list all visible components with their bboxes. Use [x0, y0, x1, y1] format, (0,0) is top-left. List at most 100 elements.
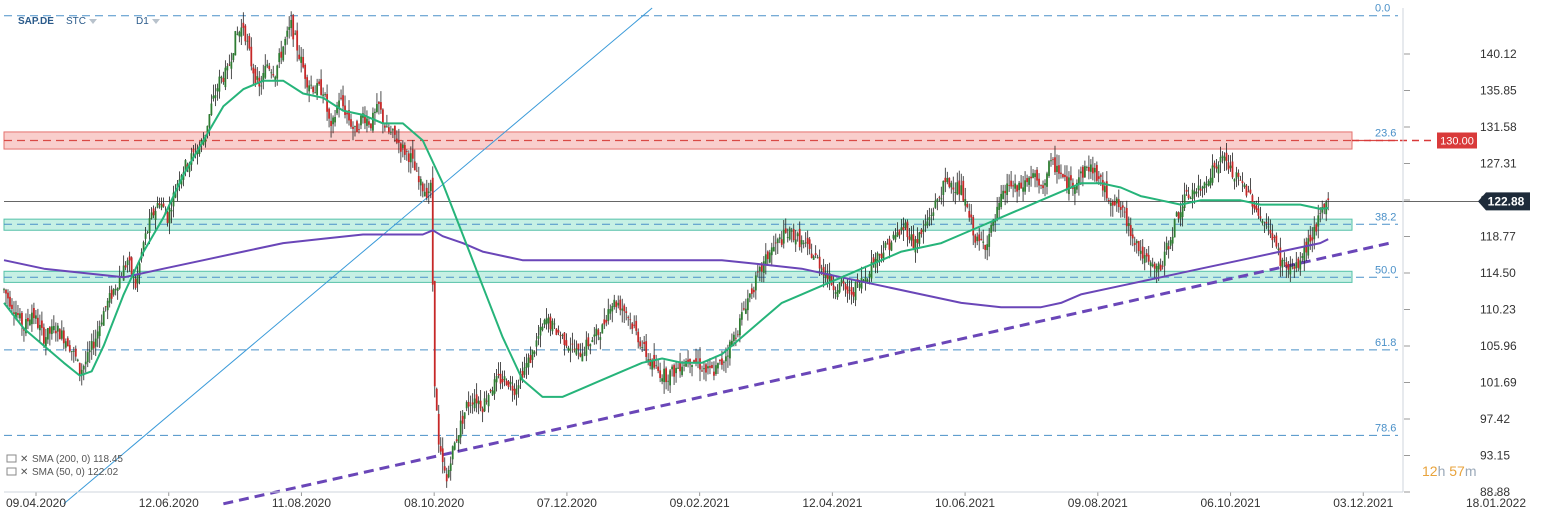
- candle-body: [364, 115, 366, 124]
- candle-body: [651, 359, 654, 370]
- candle-body: [740, 312, 743, 320]
- candle-body: [427, 191, 430, 194]
- candle-body: [1093, 167, 1096, 173]
- diagonal-trendline[interactable]: [63, 7, 653, 505]
- close-icon[interactable]: ✕: [20, 454, 28, 465]
- candle-body: [982, 241, 985, 243]
- candle-body: [673, 365, 675, 377]
- candle-body: [850, 287, 853, 295]
- candle-body: [691, 365, 693, 367]
- candle-body: [374, 111, 376, 114]
- candle-body: [1097, 176, 1100, 179]
- candle-body: [629, 319, 632, 321]
- candle-body: [938, 197, 941, 199]
- resistance-tag-bg: [1437, 132, 1477, 149]
- candle-body: [234, 31, 237, 56]
- candle-body: [1213, 162, 1216, 168]
- candle-body: [481, 408, 484, 413]
- candle-body: [226, 65, 229, 71]
- candle-body: [902, 227, 905, 231]
- candle-body: [407, 153, 410, 163]
- candle-body: [1313, 226, 1316, 240]
- candle-body: [206, 125, 209, 133]
- candle-body: [764, 254, 767, 265]
- candle-body: [844, 284, 847, 290]
- candle-body: [1042, 185, 1044, 189]
- candle-body: [932, 212, 935, 216]
- candle-body: [1263, 225, 1266, 227]
- symbol-label[interactable]: SAP.DE: [18, 16, 54, 27]
- candle-body: [1225, 152, 1228, 162]
- candle-body: [846, 286, 849, 294]
- candle-body: [924, 223, 927, 226]
- candle-body: [451, 446, 454, 460]
- candle-body: [1155, 265, 1158, 273]
- candle-body: [1261, 220, 1264, 224]
- candle-body: [1289, 266, 1292, 275]
- candle-body: [246, 40, 249, 42]
- candle-body: [264, 66, 267, 78]
- candle-body: [515, 388, 518, 395]
- candle-body: [352, 126, 354, 129]
- candle-body: [1034, 173, 1036, 178]
- candle-body: [250, 46, 253, 67]
- candle-body: [294, 33, 297, 35]
- trendline-layer[interactable]: [63, 7, 1391, 506]
- x-tick-label: 10.06.2021: [935, 496, 995, 510]
- candle-body: [1141, 246, 1144, 259]
- candle-body: [571, 343, 574, 345]
- candle-body: [370, 123, 372, 129]
- candle-body: [593, 334, 596, 337]
- candle-body: [942, 180, 945, 195]
- candle-body: [1109, 202, 1112, 206]
- timeframe-label[interactable]: D1: [136, 16, 149, 27]
- candle-body: [790, 230, 793, 232]
- candle-body: [348, 110, 350, 121]
- candle-body: [505, 380, 508, 386]
- candle-body: [886, 243, 889, 245]
- candle-body: [1000, 193, 1003, 207]
- candle-body: [292, 15, 295, 40]
- list-icon[interactable]: [6, 454, 17, 463]
- candle-body: [1287, 264, 1290, 270]
- candle-body: [124, 265, 127, 268]
- chevron-down-icon[interactable]: [152, 19, 160, 24]
- candle-body: [890, 242, 893, 251]
- candle-body: [1018, 182, 1020, 191]
- candle-body: [188, 162, 191, 173]
- source-label[interactable]: STC: [66, 16, 86, 27]
- candle-body: [822, 266, 825, 276]
- candle-body: [411, 149, 414, 159]
- candle-body: [731, 340, 733, 347]
- candle-body: [733, 334, 735, 341]
- legend-sma200[interactable]: ✕ SMA (200, 0) 118.45: [6, 454, 123, 465]
- candle-body: [453, 442, 456, 450]
- timer-minutes: 57: [1449, 463, 1465, 479]
- candle-body: [1327, 198, 1330, 201]
- candle-body: [286, 30, 289, 37]
- candle-body: [575, 348, 578, 355]
- list-icon[interactable]: [6, 467, 17, 476]
- candle-body: [641, 347, 644, 349]
- uptrend-line[interactable]: [223, 241, 1391, 506]
- x-tick-label: 03.12.2021: [1333, 496, 1393, 510]
- x-tick-label: 12.04.2021: [802, 496, 862, 510]
- candle-body: [1293, 266, 1296, 270]
- candle-body: [439, 446, 442, 452]
- candle-body: [328, 108, 330, 119]
- candle-body: [1227, 162, 1230, 170]
- close-icon[interactable]: ✕: [20, 467, 28, 478]
- candle-body: [202, 141, 205, 145]
- candle-body: [368, 121, 370, 125]
- candle-body: [212, 95, 215, 99]
- candle-body: [1201, 186, 1204, 189]
- candle-body: [617, 302, 620, 306]
- candle-body: [1295, 262, 1298, 269]
- timer-h-unit: h: [1437, 463, 1446, 479]
- candle-body: [150, 212, 153, 219]
- timer-m-unit: m: [1464, 463, 1477, 479]
- legend-sma50[interactable]: ✕ SMA (50, 0) 122.02: [6, 467, 119, 478]
- chevron-down-icon[interactable]: [89, 19, 97, 24]
